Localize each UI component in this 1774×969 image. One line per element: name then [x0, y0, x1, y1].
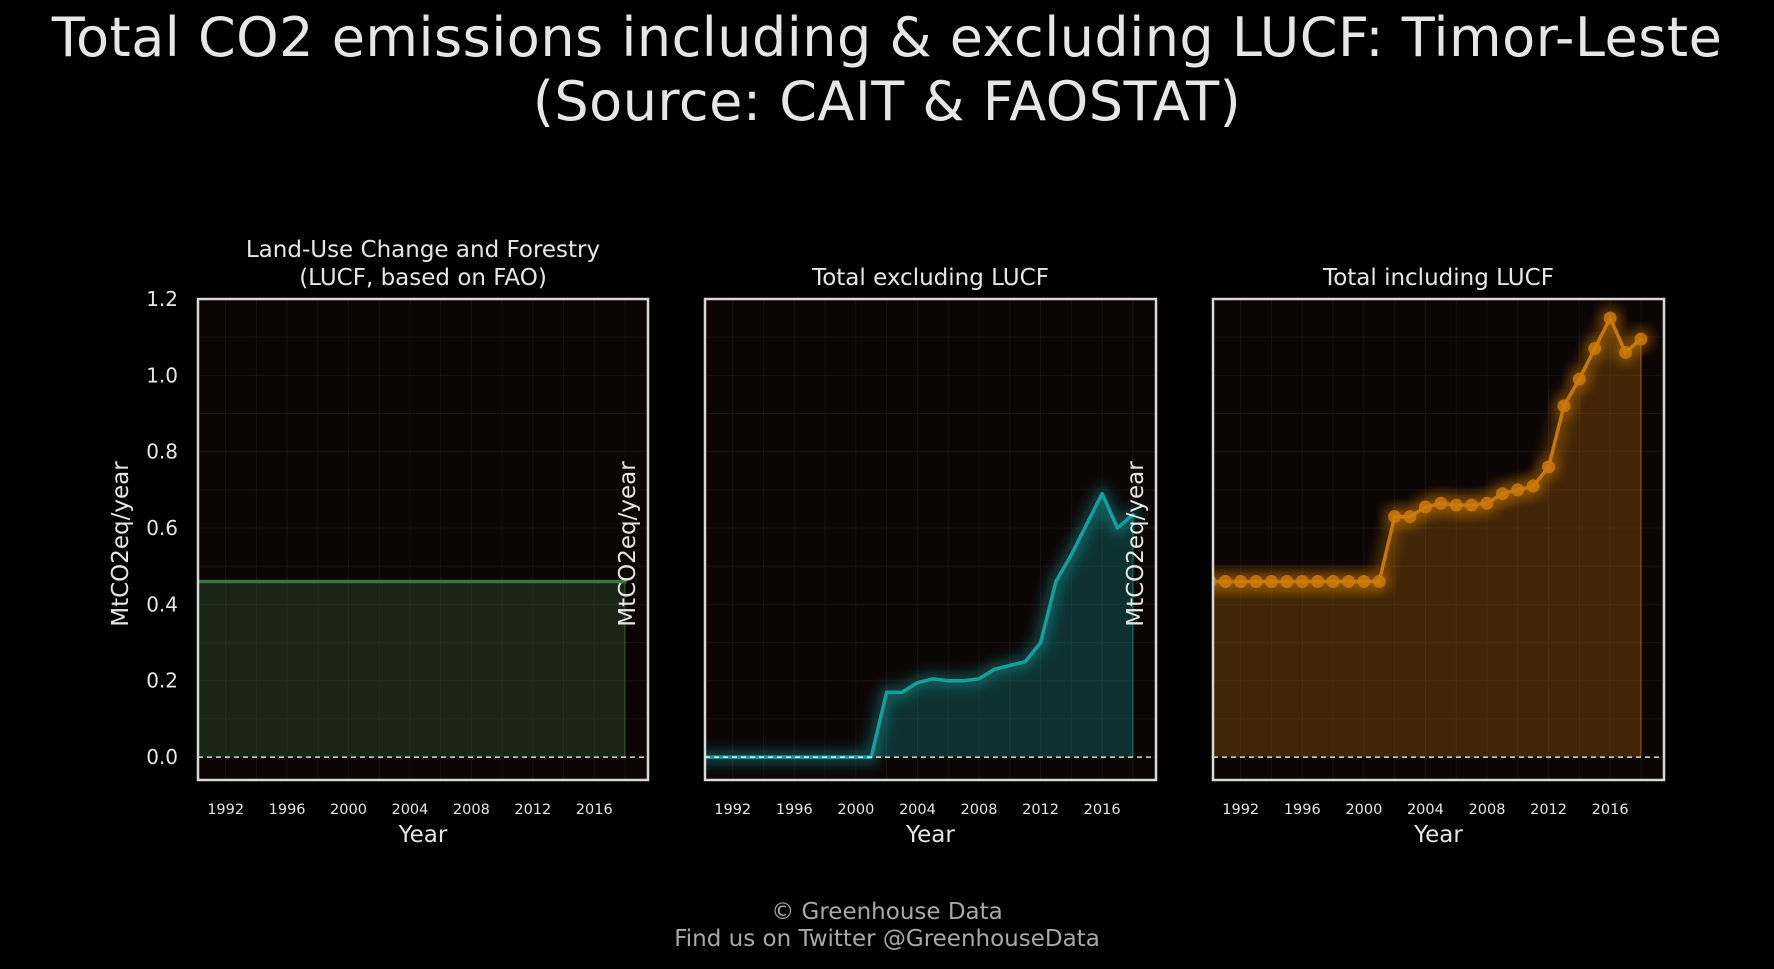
- data-point: [1341, 574, 1355, 588]
- x-tick-label: 2008: [961, 802, 998, 818]
- panel-title: Land-Use Change and Forestry: [246, 237, 600, 263]
- x-tick-label: 2008: [1469, 802, 1506, 818]
- data-point: [1295, 574, 1309, 588]
- credit-copyright: © Greenhouse Data: [771, 899, 1003, 925]
- data-point: [1526, 479, 1540, 493]
- x-tick-label: 2004: [899, 802, 936, 818]
- x-tick-label: 2012: [1530, 802, 1567, 818]
- series-line: [705, 491, 1135, 759]
- chart-panel-1: 1992 1996 2000 2004 2008 2012 2016 0.0 0.2 0.4 0.6…: [108, 237, 650, 848]
- data-point: [1480, 496, 1494, 510]
- x-tick-label: 1992: [207, 802, 244, 818]
- data-point: [1280, 574, 1294, 588]
- x-tick-label: 2012: [1022, 802, 1059, 818]
- x-tick-label: 2000: [330, 802, 367, 818]
- y-axis-label: MtCO2eq/year: [108, 461, 134, 627]
- data-point: [1465, 498, 1479, 512]
- data-point: [1557, 399, 1571, 413]
- credit-twitter: Find us on Twitter @GreenhouseData: [674, 926, 1100, 952]
- data-point: [1218, 574, 1232, 588]
- x-tick-label: 2016: [1592, 802, 1629, 818]
- series-area: [1213, 318, 1641, 758]
- series-area: [705, 493, 1133, 758]
- plot-frame: [703, 297, 1158, 782]
- data-point: [1357, 574, 1371, 588]
- figure-subtitle: (Source: CAIT & FAOSTAT): [532, 70, 1242, 133]
- x-axis-label: Year: [905, 822, 955, 848]
- data-point: [1434, 496, 1448, 510]
- x-tick-label: 1992: [1222, 802, 1259, 818]
- y-tick-label: 1.2: [146, 287, 178, 311]
- x-tick-label: 1996: [269, 802, 306, 818]
- series-area: [198, 581, 625, 758]
- x-tick-label: 2016: [576, 802, 613, 818]
- data-point: [1234, 574, 1248, 588]
- x-tick-label: 2004: [391, 802, 428, 818]
- y-axis-label: MtCO2eq/year: [615, 461, 641, 627]
- data-point: [1511, 483, 1525, 497]
- plot-area: [198, 299, 648, 780]
- data-point: [1326, 574, 1340, 588]
- x-tick-label: 1992: [714, 802, 751, 818]
- data-point: [1311, 574, 1325, 588]
- data-point: [1403, 510, 1417, 524]
- figure-title: Total CO2 emissions including & excludin…: [51, 6, 1723, 69]
- data-point: [1619, 345, 1633, 359]
- data-point: [1572, 372, 1586, 386]
- x-tick-label: 2012: [514, 802, 551, 818]
- x-tick-label: 1996: [1284, 802, 1321, 818]
- y-tick-label: 0.6: [146, 516, 178, 540]
- chart-panel-3: 1992 1996 2000 2004 2008 2012 2016 Year MtCO2eq/…: [1123, 265, 1666, 848]
- y-axis-label: MtCO2eq/year: [1123, 461, 1149, 627]
- data-point: [1418, 500, 1432, 514]
- plot-area: [1213, 299, 1664, 780]
- y-tick-label: 0.2: [146, 669, 178, 693]
- x-tick-label: 2000: [837, 802, 874, 818]
- data-point: [1372, 574, 1386, 588]
- y-tick-label: 0.0: [146, 745, 178, 769]
- plot-background: [198, 299, 648, 780]
- data-point: [1542, 460, 1556, 474]
- data-point: [1495, 487, 1509, 501]
- data-point: [1449, 498, 1463, 512]
- y-tick-label: 1.0: [146, 363, 178, 387]
- data-point: [1634, 332, 1648, 346]
- x-tick-label: 2008: [453, 802, 490, 818]
- data-point: [1388, 510, 1402, 524]
- plot-frame: [196, 297, 650, 782]
- data-point: [1264, 574, 1278, 588]
- y-tick-label: 0.4: [146, 592, 178, 616]
- data-point: [1603, 311, 1617, 325]
- plot-frame: [1211, 297, 1666, 782]
- x-axis-label: Year: [398, 822, 448, 848]
- panel-subtitle: (LUCF, based on FAO): [299, 265, 547, 291]
- panel-title: Total including LUCF: [1322, 265, 1554, 291]
- x-tick-label: 1996: [776, 802, 813, 818]
- x-tick-label: 2004: [1407, 802, 1444, 818]
- plot-area: [705, 299, 1156, 780]
- data-point: [1588, 342, 1602, 356]
- chart-panel-2: 1992 1996 2000 2004 2008 2012 2016 Year MtCO2eq/…: [615, 265, 1158, 848]
- data-point: [1249, 574, 1263, 588]
- x-tick-label: 2000: [1345, 802, 1382, 818]
- x-tick-label: 2016: [1084, 802, 1121, 818]
- y-tick-label: 0.8: [146, 440, 178, 464]
- x-axis-label: Year: [1413, 822, 1463, 848]
- panel-title: Total excluding LUCF: [811, 265, 1049, 291]
